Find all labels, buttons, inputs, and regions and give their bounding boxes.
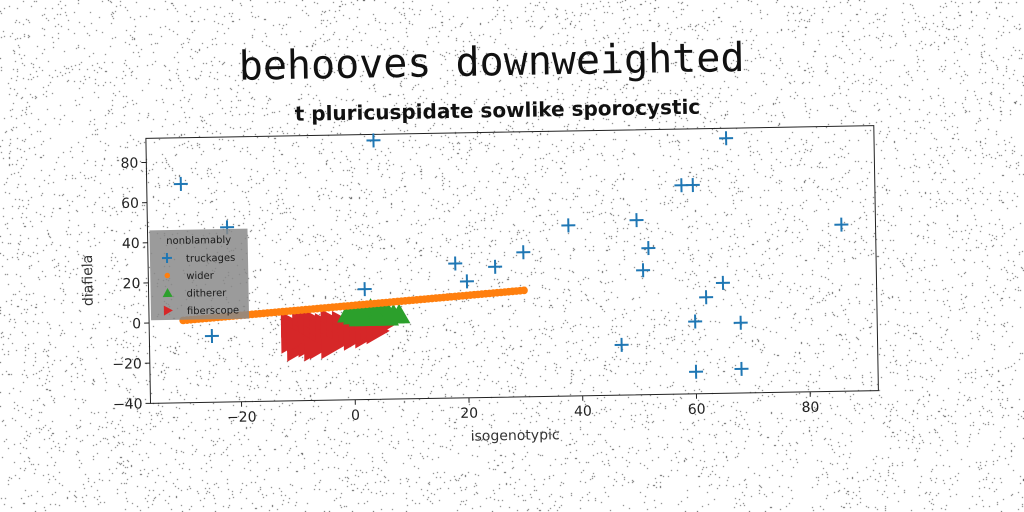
- ditherer-point: [365, 306, 388, 327]
- truckages-point: [715, 275, 730, 290]
- legend-box: [149, 228, 250, 321]
- truckages-point: [614, 337, 629, 352]
- legend: nonblamably truckages wider ditherer fibers…: [149, 228, 250, 321]
- legend-marker-ditherer: [162, 288, 173, 298]
- truckages-point: [459, 274, 474, 289]
- legend-marker-fiberscope: [163, 305, 173, 316]
- truckages-point: [516, 245, 531, 260]
- x-axis-ticks: −20 0 20 40 60 80: [227, 391, 819, 426]
- truckages-point: [629, 213, 644, 228]
- truckages-point: [173, 176, 188, 191]
- x-tick-label: 20: [460, 406, 478, 422]
- truckages-point: [561, 218, 576, 233]
- truckages-point: [448, 256, 463, 271]
- legend-item-wider: wider: [186, 271, 215, 282]
- legend-item-fiberscope: fiberscope: [187, 305, 239, 317]
- fiberscope-point: [303, 335, 328, 362]
- ditherer-point: [348, 306, 371, 327]
- chart-subtitle: t pluricuspidate sowlike sporocystic: [295, 95, 701, 126]
- x-tick-label: 60: [688, 402, 706, 418]
- truckages-point: [688, 314, 703, 329]
- fiberscope-point: [320, 333, 345, 360]
- x-tick-label: 40: [574, 404, 592, 420]
- x-tick-label: −20: [227, 409, 257, 426]
- legend-item-truckages: truckages: [186, 253, 236, 265]
- y-tick-label: 80: [120, 156, 138, 172]
- truckages-point: [733, 315, 748, 330]
- x-tick-label: 0: [351, 408, 360, 424]
- y-axis-label: diafiela: [80, 255, 97, 307]
- y-tick-label: −20: [112, 356, 142, 373]
- fiberscope-point: [286, 325, 311, 352]
- truckages-point: [366, 133, 381, 148]
- truckages-point: [699, 290, 714, 305]
- legend-marker-wider: [164, 272, 171, 279]
- y-tick-label: −40: [113, 396, 143, 413]
- truckages-point: [488, 259, 503, 274]
- truckages-point: [636, 263, 651, 278]
- plot-frame: [145, 125, 879, 404]
- ditherer-point: [388, 303, 411, 324]
- truckages-point: [719, 131, 734, 146]
- truckages-point: [641, 241, 656, 256]
- y-tick-label: 0: [132, 316, 141, 332]
- y-tick-label: 60: [121, 196, 139, 212]
- legend-marker-truckages: [161, 253, 172, 264]
- truckages-point: [357, 282, 372, 297]
- legend-item-ditherer: ditherer: [187, 288, 228, 300]
- y-axis-ticks: −40 −20 0 20 40 60 80: [112, 156, 151, 413]
- truckages-point: [834, 217, 849, 232]
- chart-title: behooves downweighted: [238, 35, 744, 90]
- legend-title: nonblamably: [166, 235, 231, 247]
- y-tick-label: 40: [122, 236, 140, 252]
- truckages-point: [204, 328, 219, 344]
- truckages-point: [685, 178, 700, 193]
- truckages-point: [689, 364, 704, 379]
- x-axis-label: isogenotypic: [471, 427, 560, 445]
- y-tick-label: 20: [122, 276, 140, 292]
- plot-marks: [173, 131, 849, 379]
- wider-point: [520, 286, 528, 295]
- truckages-point: [734, 361, 749, 376]
- x-tick-label: 80: [801, 400, 819, 416]
